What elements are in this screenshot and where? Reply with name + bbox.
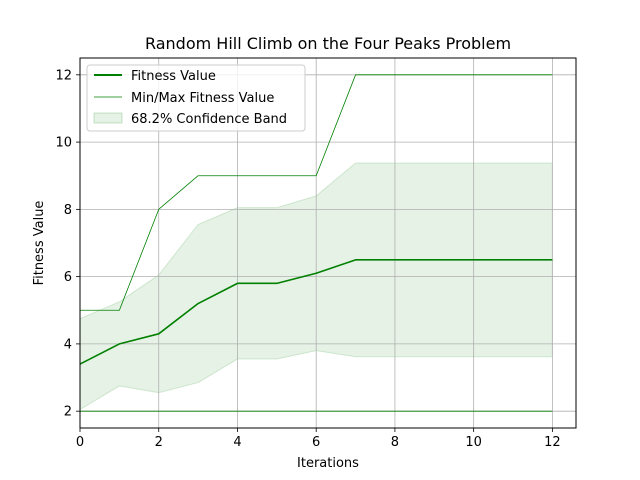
y-tick-label: 10: [55, 136, 72, 151]
fitness-value-line: [79, 259, 553, 365]
x-axis-label: Iterations: [297, 456, 359, 471]
x-tick-label: 12: [544, 435, 561, 450]
x-tick-label: 2: [155, 435, 163, 450]
legend: Fitness Value Min/Max Fitness Value 68.2…: [86, 64, 306, 132]
legend-frame: [86, 64, 306, 132]
y-tick-label: 4: [64, 337, 72, 352]
x-tick-label: 0: [76, 435, 84, 450]
y-tick-label: 8: [64, 203, 72, 218]
series-layer: [79, 74, 553, 412]
legend-label-confidence-band: 68.2% Confidence Band: [131, 112, 287, 127]
legend-label-fitness-value: Fitness Value: [131, 69, 216, 84]
x-tick-label: 8: [391, 435, 399, 450]
y-tick-label: 12: [55, 68, 72, 83]
legend-label-min-max: Min/Max Fitness Value: [131, 91, 274, 106]
max-fitness-line: [80, 74, 553, 311]
x-tick-label: 10: [465, 435, 482, 450]
plot-frame: [79, 57, 577, 429]
x-tick-label: 4: [233, 435, 241, 450]
chart-title: Random Hill Climb on the Four Peaks Prob…: [145, 34, 511, 53]
y-tick-label: 6: [64, 270, 72, 285]
legend-swatch-confidence-band: [93, 112, 123, 124]
y-tick-label: 2: [64, 405, 72, 420]
x-tick-label: 6: [312, 435, 320, 450]
y-axis-label: Fitness Value: [32, 201, 47, 286]
